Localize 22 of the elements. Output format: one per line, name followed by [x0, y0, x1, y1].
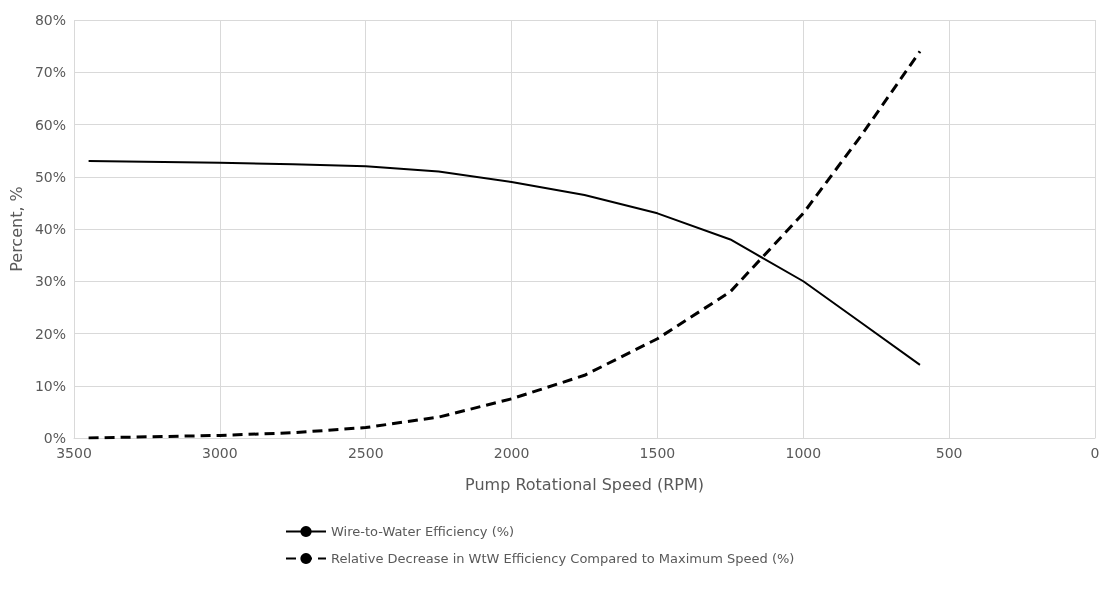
legend-label: Wire-to-Water Efficiency (%): [331, 524, 515, 539]
y-tick-label: 60%: [34, 116, 67, 133]
y-axis-title: Percent, %: [6, 186, 26, 272]
y-tick-label: 30%: [34, 273, 67, 290]
y-tick-label: 0%: [43, 430, 67, 446]
y-tick-label: 70%: [34, 64, 67, 81]
legend-label: Relative Decrease in WtW Efficiency Compared to Maximum Speed (%): [331, 551, 795, 566]
x-tick-label: 2000: [493, 445, 530, 461]
y-tick-label: 80%: [34, 12, 67, 28]
x-tick-label: 3000: [202, 445, 238, 461]
line-series: [87, 49, 922, 440]
x-tick-label: 2500: [347, 445, 384, 461]
y-tick-label: 50%: [34, 168, 67, 185]
x-tick-label: 500: [935, 445, 963, 461]
x-tick-label: 0: [1090, 445, 1100, 461]
y-tick-label: 10%: [34, 377, 67, 394]
y-tick-label: 20%: [34, 325, 67, 342]
x-tick-label: 1000: [785, 445, 822, 461]
y-tick-label: 40%: [34, 221, 67, 237]
x-tick-label: 3500: [56, 445, 92, 461]
x-tick-label: 1500: [639, 445, 676, 461]
x-axis-title: Pump Rotational Speed (RPM): [465, 474, 704, 494]
